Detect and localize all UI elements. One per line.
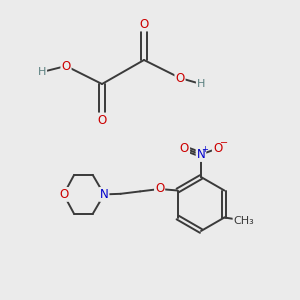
Text: O: O [176,71,184,85]
Text: O: O [59,188,68,201]
Text: O: O [98,113,106,127]
Text: H: H [197,79,205,89]
Text: +: + [202,145,208,154]
Text: O: O [155,182,164,196]
Text: O: O [180,142,189,155]
Text: CH₃: CH₃ [233,215,254,226]
Text: −: − [220,138,229,148]
Text: N: N [196,148,206,161]
Text: O: O [140,17,148,31]
Text: H: H [38,67,46,77]
Text: O: O [61,59,70,73]
Text: N: N [100,188,109,201]
Text: O: O [213,142,222,155]
